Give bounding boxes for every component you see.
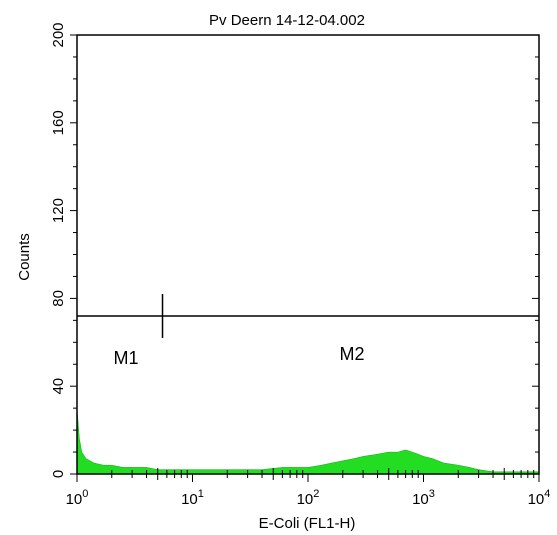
marker-label-m1: M1 bbox=[113, 348, 138, 368]
y-tick-label: 120 bbox=[50, 198, 67, 223]
gate-markers: M1 M2 bbox=[77, 293, 539, 368]
x-tick-label: 103 bbox=[412, 488, 435, 508]
x-axis-label: E-Coli (FL1-H) bbox=[259, 515, 356, 532]
x-tick-label: 104 bbox=[528, 488, 551, 508]
y-tick-label: 200 bbox=[50, 22, 67, 47]
x-axis-ticks: 100 101 102 103 104 bbox=[66, 468, 551, 508]
y-tick-label: 80 bbox=[50, 290, 67, 307]
y-tick-label: 160 bbox=[50, 110, 67, 135]
histogram-area bbox=[76, 408, 540, 475]
y-axis-label: Counts bbox=[16, 233, 33, 281]
plot-area bbox=[76, 408, 540, 475]
plot-frame bbox=[76, 34, 540, 475]
x-tick-label: 102 bbox=[297, 488, 320, 508]
y-tick-label: 40 bbox=[50, 378, 67, 395]
y-tick-label: 0 bbox=[50, 470, 67, 478]
x-tick-label: 101 bbox=[181, 488, 204, 508]
chart-title: Pv Deern 14-12-04.002 bbox=[209, 12, 365, 29]
x-tick-label: 100 bbox=[66, 488, 89, 508]
marker-label-m2: M2 bbox=[339, 344, 364, 364]
y-axis-ticks: 0 40 80 120 160 200 bbox=[50, 22, 539, 478]
